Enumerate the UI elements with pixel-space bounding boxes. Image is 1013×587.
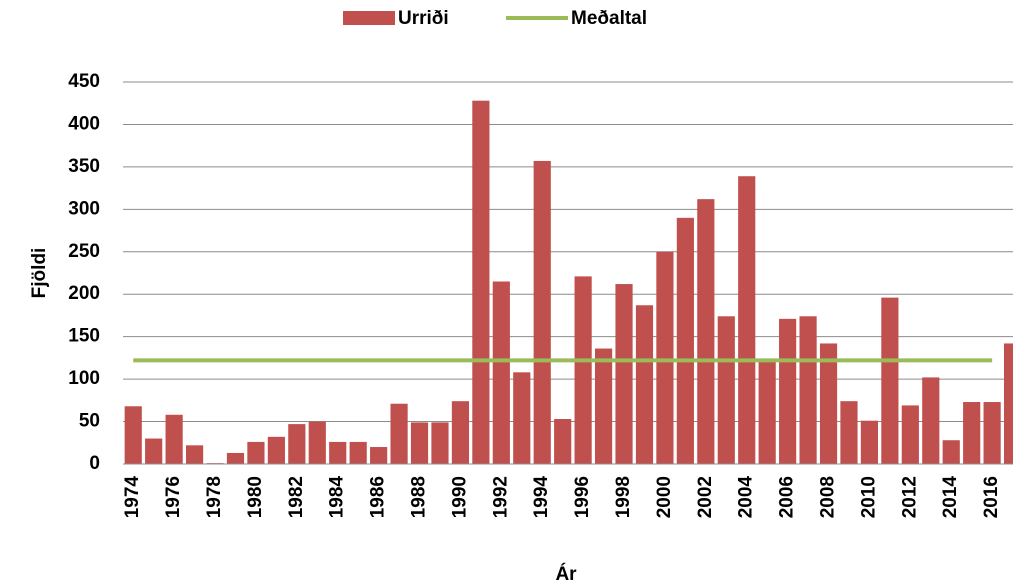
x-tick-label: 2006 [777,476,798,518]
bar [717,316,735,464]
bar [308,421,326,464]
bar [533,160,551,465]
x-tick-label: 2014 [940,476,961,519]
bar [635,305,654,464]
y-axis-label: Fjöldi [29,248,50,299]
x-axis-label: Ár [555,563,577,585]
bar [860,420,879,464]
bar [451,401,470,464]
legend-label: Urriði [398,8,449,29]
bar [226,452,245,464]
bar [247,441,265,464]
bar [370,447,388,464]
bar [594,348,613,464]
x-tick-label: 2000 [654,476,675,518]
bar [329,441,347,464]
bar [799,316,817,464]
bar [431,422,449,464]
x-tick-label: 1978 [204,476,225,518]
bar [901,405,919,464]
x-tick-label: 1988 [409,476,430,518]
bar [922,377,940,464]
x-tick-label: 2008 [818,476,839,518]
bar [1003,343,1013,464]
bar [779,318,797,464]
x-tick-label: 1998 [613,476,634,518]
bar [983,402,1001,464]
x-tick-label: 1976 [163,476,184,518]
bar [390,403,408,464]
bar [819,343,838,464]
legend-swatch [343,11,395,25]
y-tick-label: 100 [68,368,100,389]
x-tick-label: 1982 [286,476,307,518]
bar [697,199,715,464]
bar [554,419,572,464]
bar [349,441,367,464]
x-tick-label: 2012 [899,476,920,518]
bar [840,401,858,464]
bar [942,440,960,464]
bar [738,176,756,464]
bar [758,360,776,464]
x-tick-label: 1974 [122,476,143,519]
x-tick-label: 2002 [695,476,716,518]
y-tick-label: 150 [68,326,100,347]
bar [615,284,633,464]
bar [881,297,899,464]
bar [676,217,694,464]
x-tick-label: 1984 [327,476,348,519]
legend-label: Meðaltal [571,8,647,29]
bar [410,422,429,464]
bar [165,414,183,464]
y-tick-label: 250 [68,241,100,262]
bar [513,372,531,464]
x-tick-label: 1992 [490,476,511,518]
y-tick-label: 350 [68,156,100,177]
bar [267,436,285,464]
x-tick-label: 2010 [858,476,879,518]
y-tick-label: 0 [89,453,100,474]
y-tick-label: 50 [79,411,100,432]
bar [185,445,204,464]
y-tick-label: 400 [68,113,100,134]
bar [124,406,142,464]
bar [145,438,163,464]
y-tick-label: 450 [68,71,100,92]
x-tick-label: 1980 [245,476,266,518]
x-tick-label: 1996 [572,476,593,518]
y-tick-label: 200 [68,283,100,304]
bar [288,424,306,464]
bar [656,251,674,464]
x-tick-label: 1986 [368,476,389,518]
x-tick-label: 2016 [981,476,1002,518]
bar [492,281,510,464]
bar [963,402,981,464]
x-tick-label: 1990 [449,476,470,518]
bar [472,100,490,465]
x-tick-label: 2004 [736,476,757,519]
bar [574,276,592,464]
y-tick-label: 300 [68,198,100,219]
x-tick-label: 1994 [531,476,552,519]
